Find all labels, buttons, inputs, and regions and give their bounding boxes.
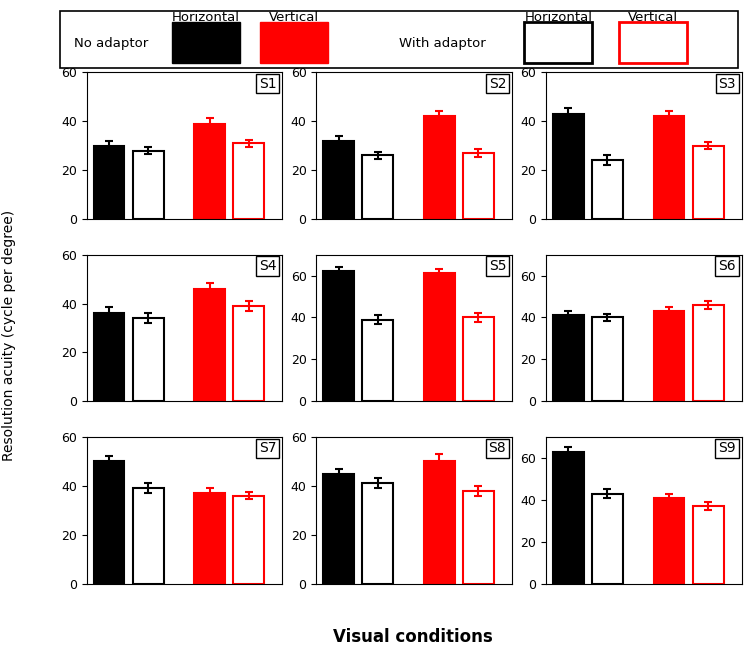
Bar bbox=[323, 141, 354, 219]
Bar bbox=[233, 143, 264, 219]
Bar bbox=[424, 273, 455, 401]
Bar bbox=[362, 319, 393, 401]
Text: S2: S2 bbox=[489, 77, 506, 91]
Text: With adaptor: With adaptor bbox=[399, 37, 486, 50]
Text: Vertical: Vertical bbox=[269, 11, 319, 25]
Bar bbox=[93, 313, 124, 401]
Bar bbox=[463, 491, 494, 584]
Text: S3: S3 bbox=[718, 77, 736, 91]
Bar bbox=[592, 317, 623, 401]
Bar bbox=[93, 461, 124, 584]
Text: S9: S9 bbox=[718, 441, 736, 455]
Bar bbox=[194, 289, 225, 401]
Bar bbox=[654, 498, 684, 584]
Bar bbox=[619, 23, 687, 63]
Text: S6: S6 bbox=[718, 259, 736, 273]
Text: Horizontal: Horizontal bbox=[172, 11, 240, 25]
Bar bbox=[133, 318, 163, 401]
Bar bbox=[133, 488, 163, 584]
Bar bbox=[463, 317, 494, 401]
Text: S7: S7 bbox=[259, 441, 276, 455]
Bar bbox=[693, 506, 724, 584]
Bar bbox=[194, 124, 225, 219]
Text: Vertical: Vertical bbox=[628, 11, 678, 25]
Text: S1: S1 bbox=[259, 77, 276, 91]
Bar bbox=[463, 153, 494, 219]
Bar bbox=[233, 306, 264, 401]
Bar bbox=[693, 146, 724, 219]
Text: Visual conditions: Visual conditions bbox=[333, 628, 492, 645]
Bar bbox=[323, 272, 354, 401]
Text: No adaptor: No adaptor bbox=[74, 37, 148, 50]
Text: S5: S5 bbox=[489, 259, 506, 273]
Text: Resolution acuity (cycle per degree): Resolution acuity (cycle per degree) bbox=[2, 210, 16, 461]
Bar bbox=[93, 146, 124, 219]
Bar bbox=[553, 451, 584, 584]
Bar bbox=[133, 150, 163, 219]
Bar bbox=[553, 315, 584, 401]
Bar bbox=[362, 483, 393, 584]
Bar bbox=[261, 23, 328, 63]
Bar bbox=[654, 116, 684, 219]
Bar bbox=[172, 23, 239, 63]
Bar bbox=[592, 493, 623, 584]
Bar bbox=[424, 461, 455, 584]
Text: S4: S4 bbox=[259, 259, 276, 273]
Bar bbox=[323, 473, 354, 584]
Text: S8: S8 bbox=[489, 441, 506, 455]
Bar bbox=[553, 114, 584, 219]
Bar bbox=[654, 311, 684, 401]
Bar bbox=[693, 305, 724, 401]
Bar bbox=[233, 495, 264, 584]
Bar bbox=[424, 116, 455, 219]
Bar bbox=[524, 23, 592, 63]
Bar bbox=[194, 493, 225, 584]
Bar bbox=[592, 161, 623, 219]
Bar bbox=[362, 155, 393, 219]
Text: Horizontal: Horizontal bbox=[524, 11, 593, 25]
